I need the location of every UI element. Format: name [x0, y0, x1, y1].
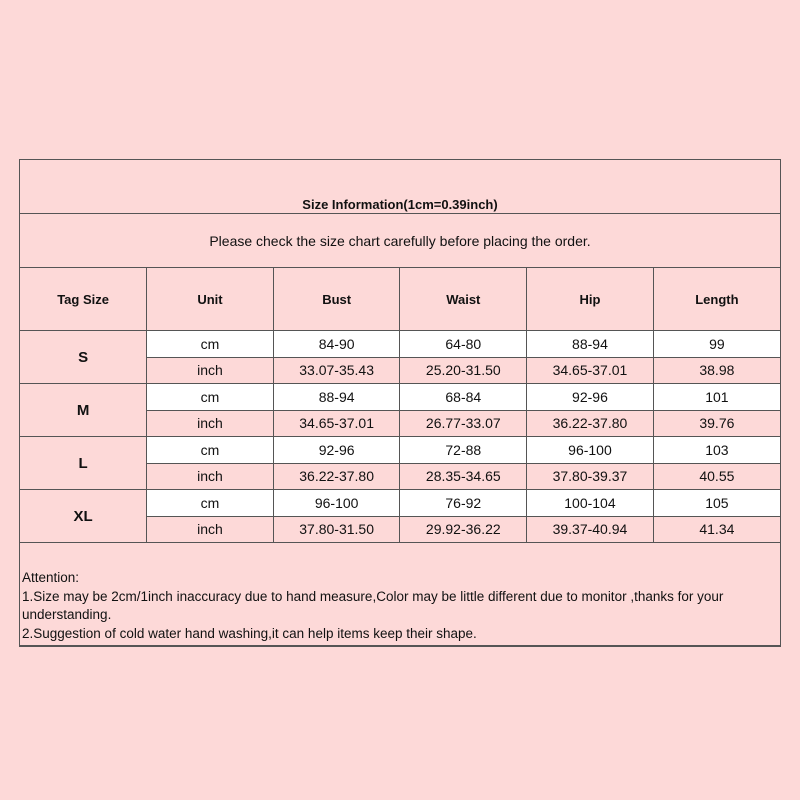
table-cell: 76-92	[399, 489, 528, 517]
header-row: Tag Size Unit Bust Waist Hip Length	[20, 267, 780, 331]
table-cell: 103	[652, 436, 780, 464]
table-cell: 92-96	[526, 383, 654, 411]
table-cell: 92-96	[272, 436, 401, 464]
table-cell: 36.22-37.80	[526, 409, 654, 437]
table-cell: 26.77-33.07	[399, 409, 528, 437]
table-cell: 37.80-31.50	[272, 515, 401, 543]
table-cell: 41.34	[652, 515, 780, 543]
table-cell: 34.65-37.01	[526, 356, 654, 384]
tag-size-cell: S	[20, 330, 148, 384]
table-cell: 68-84	[399, 383, 528, 411]
table-row: inch 37.80-31.50 29.92-36.22 39.37-40.94 41.…	[20, 515, 780, 543]
table-cell: 99	[652, 330, 780, 358]
table-cell: 33.07-35.43	[272, 356, 401, 384]
table-cell: 28.35-34.65	[399, 462, 528, 490]
header-tag-size: Tag Size	[20, 267, 148, 331]
table-row: inch 34.65-37.01 26.77-33.07 36.22-37.80 39.…	[20, 409, 780, 437]
size-chart: Size Information(1cm=0.39inch) Please ch…	[19, 159, 781, 647]
table-cell: cm	[146, 436, 274, 464]
table-cell: 88-94	[526, 330, 654, 358]
tag-size-cell: XL	[20, 489, 148, 543]
table-row: inch 36.22-37.80 28.35-34.65 37.80-39.37 40.…	[20, 462, 780, 490]
table-cell: 34.65-37.01	[272, 409, 401, 437]
table-cell: 88-94	[272, 383, 401, 411]
table-cell: 40.55	[652, 462, 780, 490]
header-hip: Hip	[526, 267, 654, 331]
table-cell: cm	[146, 330, 274, 358]
tag-size-cell: M	[20, 383, 148, 437]
table-cell: 39.37-40.94	[526, 515, 654, 543]
table-cell: 64-80	[399, 330, 528, 358]
table-cell: 96-100	[272, 489, 401, 517]
header-bust: Bust	[272, 267, 401, 331]
table-cell: 29.92-36.22	[399, 515, 528, 543]
table-cell: inch	[146, 409, 274, 437]
table-cell: 25.20-31.50	[399, 356, 528, 384]
table-cell: inch	[146, 462, 274, 490]
table-cell: 37.80-39.37	[526, 462, 654, 490]
header-unit: Unit	[146, 267, 274, 331]
tag-size-cell: L	[20, 436, 148, 490]
table-cell: 36.22-37.80	[272, 462, 401, 490]
table-cell: 84-90	[272, 330, 401, 358]
attention-note: Attention: 1.Size may be 2cm/1inch inacc…	[20, 542, 780, 646]
table-cell: inch	[146, 515, 274, 543]
size-table: Size Information(1cm=0.39inch) Please ch…	[20, 160, 780, 646]
attention-heading: Attention:	[22, 570, 80, 585]
table-cell: 105	[652, 489, 780, 517]
table-cell: cm	[146, 489, 274, 517]
table-cell: inch	[146, 356, 274, 384]
table-cell: 100-104	[526, 489, 654, 517]
table-cell: 39.76	[652, 409, 780, 437]
table-cell: cm	[146, 383, 274, 411]
attention-line: 1.Size may be 2cm/1inch inaccuracy due t…	[22, 588, 724, 623]
table-cell: 38.98	[652, 356, 780, 384]
chart-title: Size Information(1cm=0.39inch)	[20, 160, 780, 214]
table-row: XL cm 96-100 76-92 100-104 105	[20, 489, 780, 543]
table-cell: 101	[652, 383, 780, 411]
header-waist: Waist	[399, 267, 528, 331]
chart-subtitle: Please check the size chart carefully be…	[20, 213, 780, 268]
attention-line: 2.Suggestion of cold water hand washing,…	[22, 625, 477, 641]
table-cell: 72-88	[399, 436, 528, 464]
table-cell: 96-100	[526, 436, 654, 464]
header-length: Length	[652, 267, 780, 331]
